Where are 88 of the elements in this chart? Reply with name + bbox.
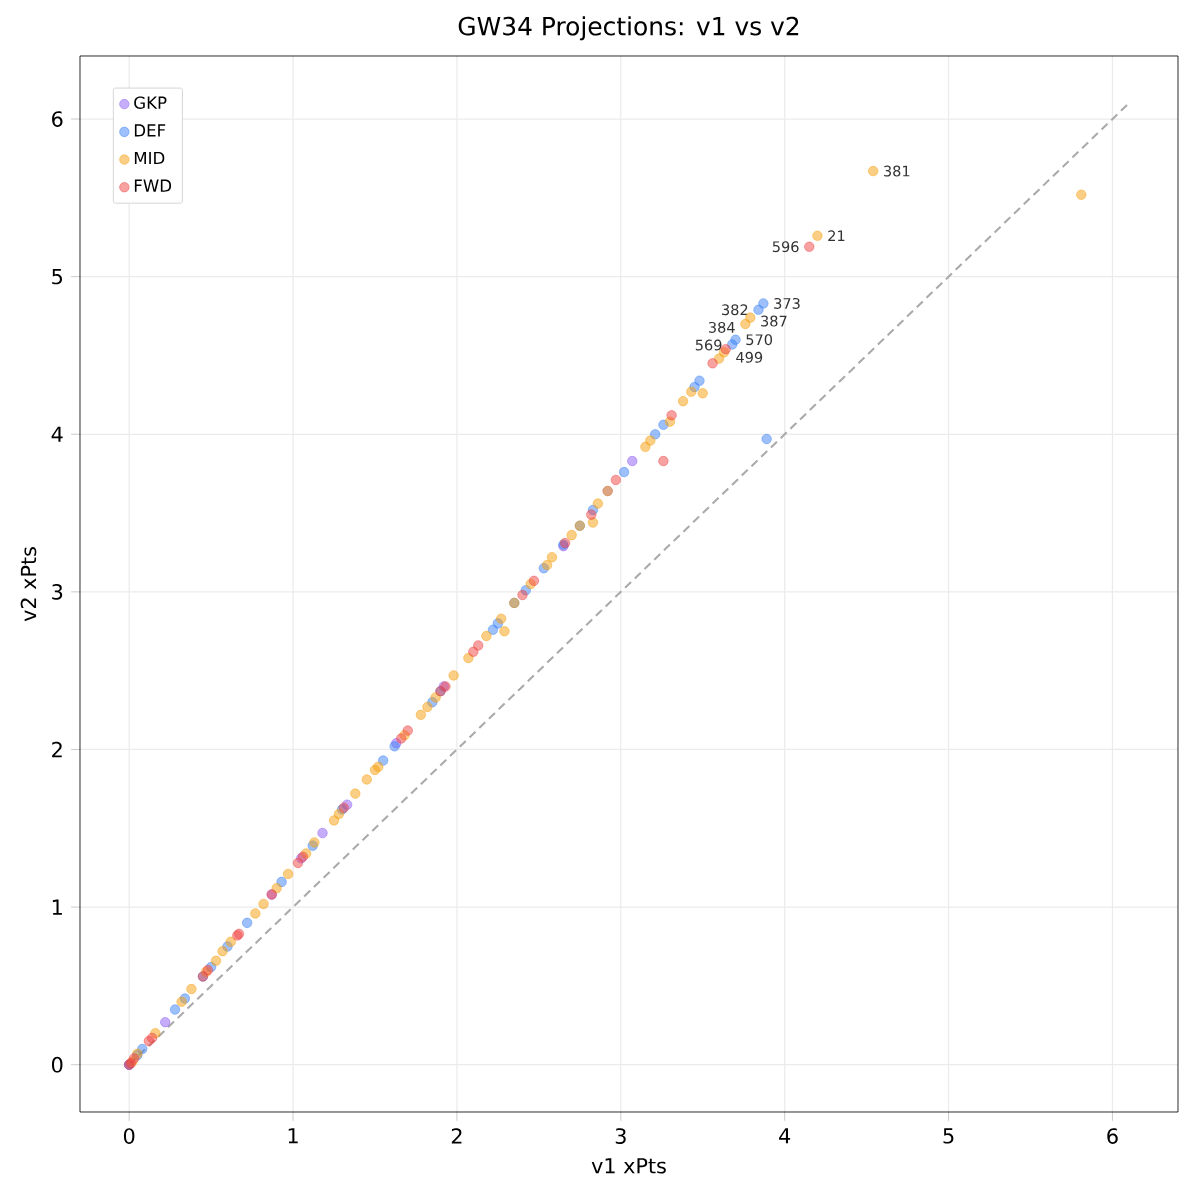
point [250,908,261,919]
point [282,868,294,880]
point [804,241,815,252]
point [761,433,772,445]
annotation: 387 [761,315,787,327]
x-tick-label: 0 [123,1128,135,1144]
chart-title: GW34 Projections: v1 vs v2 [458,16,799,41]
point [276,876,287,888]
point [753,304,764,315]
y-tick-label: 1 [52,899,62,915]
legend-label: FWD [134,179,172,192]
x-tick-label: 4 [779,1128,791,1144]
point [499,626,510,637]
x-tick-label: 6 [1107,1128,1118,1144]
point [361,774,372,785]
y-axis-title: v2 xPts [20,547,37,622]
annotation: 381 [884,165,910,177]
point [592,498,604,509]
point [495,613,507,624]
point [618,466,630,478]
point [186,983,197,995]
point [566,529,577,541]
point [707,358,718,369]
point [640,441,651,453]
legend-label: GKP [134,96,167,109]
point [1076,189,1087,200]
y-tick-label: 6 [52,111,63,127]
point [528,575,540,587]
point [666,410,677,421]
point [225,936,236,947]
point [697,388,708,399]
point [271,882,282,894]
point [677,395,689,407]
point [481,630,492,642]
annotation: 21 [828,230,845,242]
point [258,898,269,910]
point [169,1004,181,1015]
point [217,946,228,957]
point [758,298,769,309]
point [430,692,441,703]
point [610,474,622,486]
y-tick-label: 5 [52,268,62,285]
y-tick-label: 4 [51,426,63,442]
y-tick-label: 3 [52,584,63,600]
legend-label: DEF [134,124,166,137]
point [463,652,474,664]
point [627,455,638,467]
x-axis-title: v1 xPts [591,1158,666,1174]
point [176,996,187,1007]
annotation: 373 [774,297,800,309]
point [373,761,384,773]
point [350,788,361,799]
point [645,435,656,446]
point [241,917,253,929]
point [517,589,528,601]
point [546,552,558,563]
point [402,725,413,736]
x-tick-label: 2 [451,1128,462,1144]
annotation: 596 [772,241,799,253]
x-tick-label: 1 [288,1128,298,1144]
point [812,230,823,241]
point [468,646,479,657]
point [377,755,389,766]
point [317,827,328,839]
point [415,709,427,721]
x-tick-label: 3 [615,1128,626,1144]
point [328,815,340,826]
point [473,640,484,651]
point [586,509,597,520]
annotation: 382 [722,304,748,316]
annotation: 384 [708,321,735,333]
annotation: 499 [736,351,763,363]
point [160,1016,171,1028]
x-tick-label: 5 [943,1128,954,1144]
point [658,455,669,467]
point [210,955,222,966]
annotation: 570 [746,334,773,346]
annotation: 569 [695,339,722,351]
point [867,165,879,177]
point [541,559,553,571]
y-tick-label: 0 [51,1056,63,1073]
point [422,701,433,713]
point [730,334,741,345]
point [448,670,459,681]
legend-label: MID [134,151,165,165]
point [694,375,705,386]
point [686,386,697,397]
y-tick-label: 2 [52,741,62,758]
